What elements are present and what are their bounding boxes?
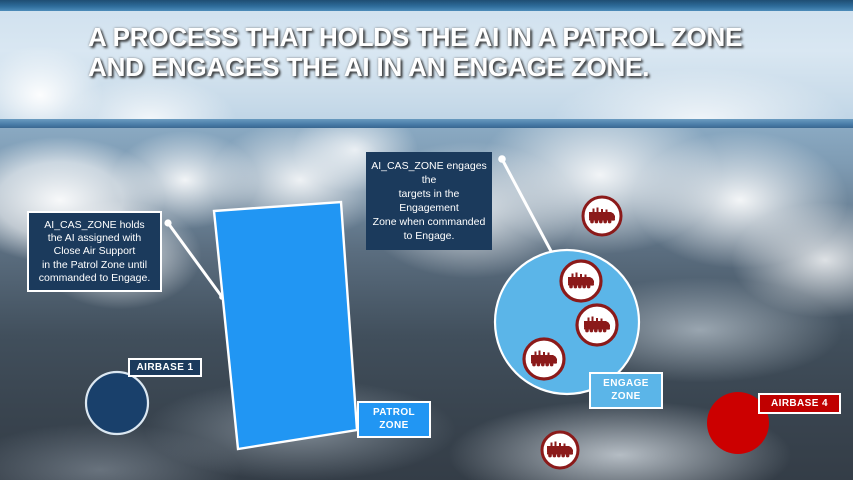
- patrol-callout-line-5: commanded to Engage.: [38, 271, 151, 284]
- patrol-callout-box: AI_CAS_ZONE holds the AI assigned with C…: [27, 211, 162, 293]
- target-marker-2: [559, 259, 603, 303]
- engage-zone-label-line-1: ENGAGE: [603, 378, 649, 389]
- engage-callout-line-3: Zone when commanded: [372, 216, 486, 228]
- page-title: A PROCESS THAT HOLDS THE AI IN A PATROL …: [88, 22, 743, 82]
- airbase-1-label: AIRBASE 1: [128, 358, 202, 377]
- airbase-4-label: AIRBASE 4: [758, 393, 841, 414]
- patrol-zone-polygon: [212, 200, 359, 451]
- patrol-callout-line-4: in the Patrol Zone until: [41, 258, 148, 271]
- engage-callout-leader: [500, 158, 554, 254]
- engage-callout-box: AI_CAS_ZONE engages the targets in the E…: [366, 152, 492, 250]
- patrol-zone-label-line-1: PATROL: [372, 407, 416, 418]
- target-marker-4: [522, 337, 566, 381]
- airbase-4-circle: [707, 392, 769, 454]
- engage-zone-label: ENGAGE ZONE: [589, 372, 663, 409]
- target-marker-5: [540, 430, 580, 470]
- patrol-callout-line-1: AI_CAS_ZONE holds: [44, 219, 145, 231]
- airbase-1-circle: [84, 370, 150, 436]
- patrol-zone-label: PATROL ZONE: [357, 401, 431, 438]
- banner-top-rule: [0, 0, 853, 11]
- patrol-callout-line-2: the AI assigned with: [47, 232, 142, 245]
- connector-lines: [164, 155, 554, 300]
- patrol-callout-leader-start-dot: [164, 219, 172, 227]
- engage-callout-line-4: to Engage.: [403, 230, 455, 242]
- patrol-zone-label-line-2: ZONE: [379, 420, 409, 431]
- banner-bottom-rule: [0, 119, 853, 128]
- airbase-4-label-text: AIRBASE 4: [771, 398, 828, 409]
- title-banner-background: [0, 0, 853, 128]
- engage-zone-label-line-2: ZONE: [611, 391, 641, 402]
- engage-callout-line-1: AI_CAS_ZONE engages the: [371, 160, 487, 186]
- engage-callout-leader-start-dot: [498, 155, 506, 163]
- engage-callout-line-2: targets in the Engagement: [398, 188, 460, 214]
- patrol-callout-line-3: Close Air Support: [53, 245, 136, 258]
- target-marker-1: [581, 195, 623, 237]
- target-marker-3: [575, 303, 619, 347]
- patrol-callout-leader: [166, 222, 224, 298]
- airbase-1-label-text: AIRBASE 1: [136, 362, 194, 373]
